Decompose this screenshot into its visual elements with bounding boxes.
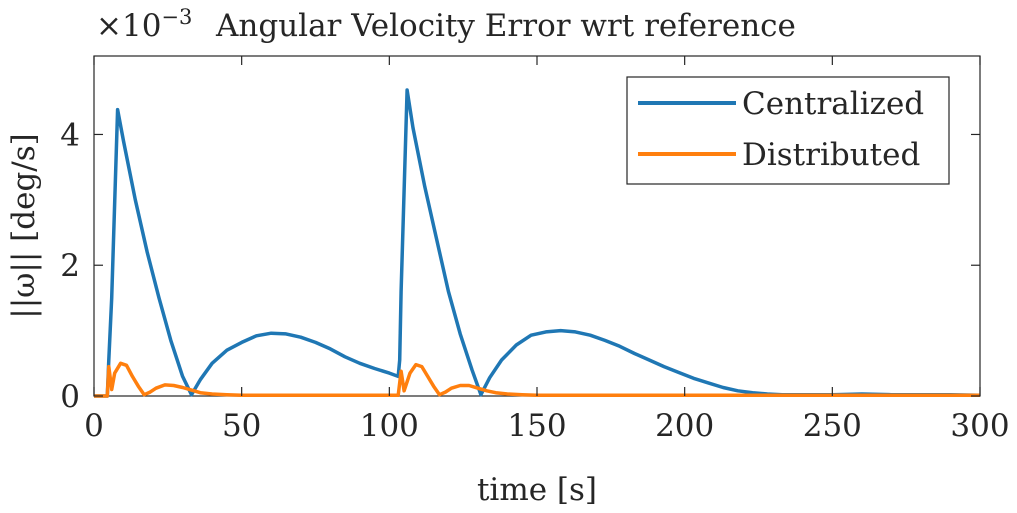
x-tick-label: 200 bbox=[655, 408, 714, 444]
x-tick-label: 250 bbox=[803, 408, 862, 444]
y-tick-label: 0 bbox=[60, 379, 80, 415]
x-tick-label: 300 bbox=[950, 408, 1009, 444]
chart-exponent: ×10−3 bbox=[96, 5, 192, 44]
x-tick-label: 50 bbox=[222, 408, 261, 444]
series-line-distributed bbox=[94, 361, 980, 398]
x-tick-label: 100 bbox=[360, 408, 419, 444]
x-axis-label: time [s] bbox=[477, 472, 597, 508]
chart-exponent-base: ×10 bbox=[96, 8, 161, 44]
x-tick-label: 150 bbox=[507, 408, 566, 444]
ticks-group: 0 50 100 150 200 250 300 0 2 4 bbox=[60, 56, 1010, 444]
chart-exponent-power: −3 bbox=[161, 5, 192, 29]
legend-box bbox=[626, 76, 950, 185]
legend: Centralized Distributed bbox=[626, 76, 950, 185]
chart-title: Angular Velocity Error wrt reference bbox=[215, 8, 796, 44]
y-tick-label: 2 bbox=[60, 248, 80, 284]
series-group bbox=[94, 88, 981, 398]
x-tick-label: 0 bbox=[84, 408, 104, 444]
y-tick-label: 4 bbox=[60, 117, 80, 153]
legend-label-distributed: Distributed bbox=[742, 137, 920, 173]
legend-label-centralized: Centralized bbox=[742, 86, 924, 122]
y-axis-label: ||ω|| [deg/s] bbox=[6, 133, 42, 319]
